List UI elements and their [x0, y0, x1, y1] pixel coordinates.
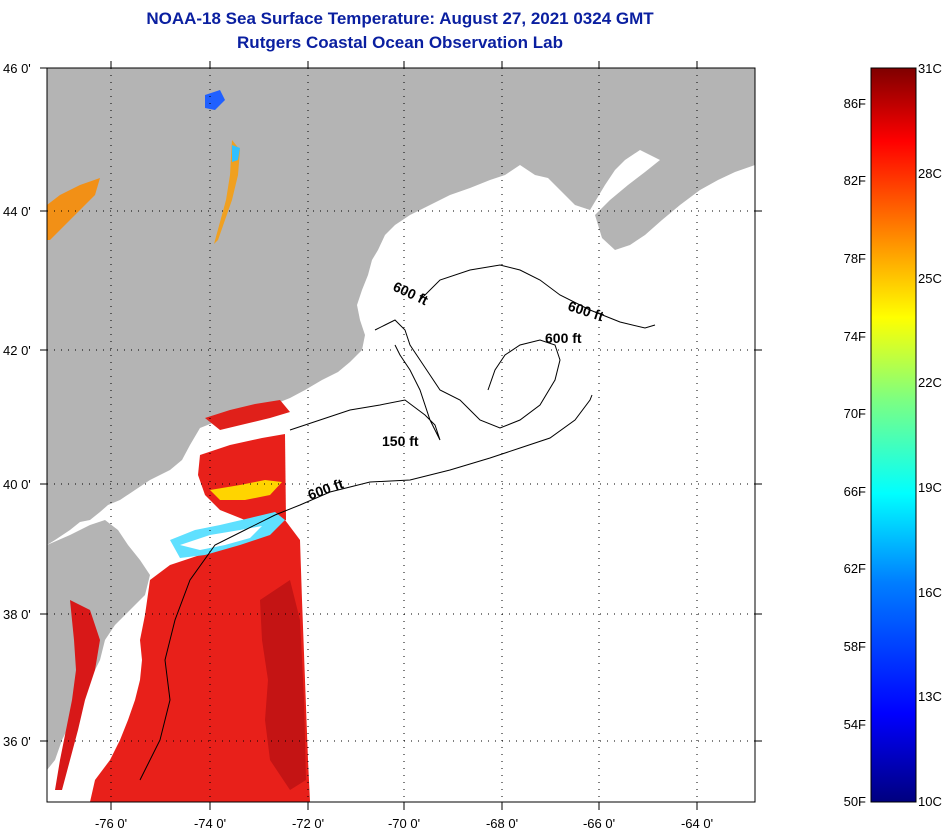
land-nova-scotia	[595, 108, 755, 250]
cbar-c-19: 19C	[918, 480, 942, 495]
colorbar	[870, 67, 917, 803]
cbar-c-10: 10C	[918, 794, 942, 809]
bathymetry-contours	[139, 264, 656, 781]
lon-label-68: -68 0'	[486, 816, 518, 831]
sst-lake-ontario	[47, 178, 100, 240]
lat-label-40: 40 0'	[3, 477, 31, 492]
lon-label-70: -70 0'	[388, 816, 420, 831]
sst-yellow-patch	[210, 480, 282, 500]
lon-label-66: -66 0'	[583, 816, 615, 831]
cbar-c-31: 31C	[918, 61, 942, 76]
sst-lake-champlain	[214, 140, 240, 244]
cbar-c-22: 22C	[918, 375, 942, 390]
map-panel	[47, 68, 755, 802]
tick-marks	[40, 61, 762, 810]
cbar-f-82: 82F	[844, 173, 866, 188]
cbar-f-54: 54F	[844, 717, 866, 732]
cbar-c-13: 13C	[918, 689, 942, 704]
contour-label-600-georges: 600 ft	[545, 330, 582, 346]
cbar-c-16: 16C	[918, 585, 942, 600]
lat-label-42: 42 0'	[3, 343, 31, 358]
cbar-f-78: 78F	[844, 251, 866, 266]
map-title: NOAA-18 Sea Surface Temperature: August …	[146, 9, 654, 28]
sst-lake-blue	[205, 90, 225, 110]
sst-swath	[90, 520, 310, 802]
cbar-f-66: 66F	[844, 484, 866, 499]
sst-nj-shelf	[198, 434, 286, 525]
sst-long-island-sound	[205, 400, 290, 430]
lat-label-44: 44 0'	[3, 204, 31, 219]
cbar-f-86: 86F	[844, 96, 866, 111]
lon-label-74: -74 0'	[194, 816, 226, 831]
cbar-c-25: 25C	[918, 271, 942, 286]
lon-label-76: -76 0'	[95, 816, 127, 831]
lon-label-72: -72 0'	[292, 816, 324, 831]
chesapeake-bay	[55, 600, 100, 790]
sst-lake-cyan	[232, 145, 240, 162]
cbar-f-50: 50F	[844, 794, 866, 809]
lat-label-38: 38 0'	[3, 607, 31, 622]
map-frame	[46, 67, 756, 803]
lat-label-36: 36 0'	[3, 734, 31, 749]
cbar-c-28: 28C	[918, 166, 942, 181]
cbar-f-58: 58F	[844, 639, 866, 654]
lon-label-64: -64 0'	[681, 816, 713, 831]
cbar-f-74: 74F	[844, 329, 866, 344]
map-subtitle: Rutgers Coastal Ocean Observation Lab	[237, 33, 563, 52]
contour-label-150: 150 ft	[382, 433, 419, 449]
cbar-f-70: 70F	[844, 406, 866, 421]
sst-swath-dark	[260, 580, 306, 790]
lat-label-46: 46 0'	[3, 61, 31, 76]
land-mass	[47, 68, 755, 545]
cbar-f-62: 62F	[844, 561, 866, 576]
